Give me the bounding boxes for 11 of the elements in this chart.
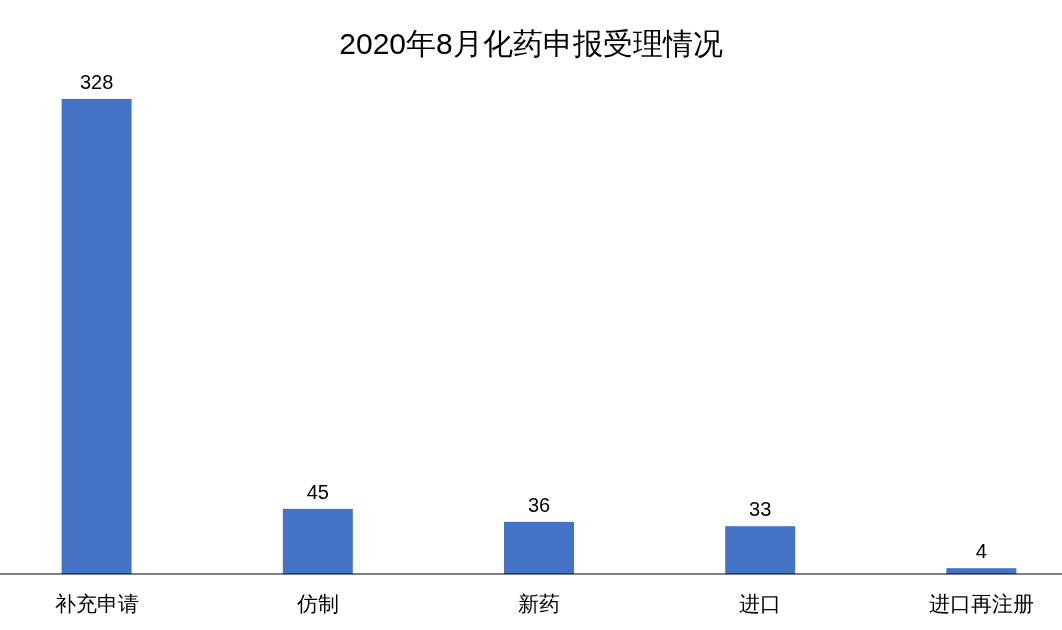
data-label: 33 — [749, 498, 772, 521]
data-label: 45 — [306, 480, 329, 503]
x-tick-label: 新药 — [518, 592, 560, 615]
x-tick-label: 进口 — [739, 592, 782, 615]
x-tick-label: 补充申请 — [54, 592, 139, 615]
data-label: 328 — [79, 70, 114, 93]
x-tick-label: 进口再注册 — [928, 592, 1034, 615]
data-label: 36 — [527, 493, 551, 516]
data-label: 4 — [975, 540, 987, 563]
x-tick-label: 仿制 — [295, 592, 339, 615]
chart-title: 2020年8月化药申报受理情况 — [339, 27, 723, 60]
